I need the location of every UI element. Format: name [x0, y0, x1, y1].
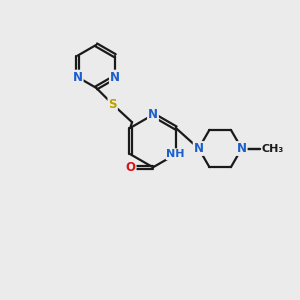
Text: N: N [237, 142, 247, 155]
Text: O: O [126, 161, 136, 174]
Text: N: N [148, 108, 158, 121]
Text: CH₃: CH₃ [262, 143, 284, 154]
Text: NH: NH [167, 149, 185, 159]
Text: N: N [110, 70, 120, 84]
Text: N: N [194, 142, 204, 155]
Text: S: S [108, 98, 117, 111]
Text: N: N [73, 70, 82, 84]
